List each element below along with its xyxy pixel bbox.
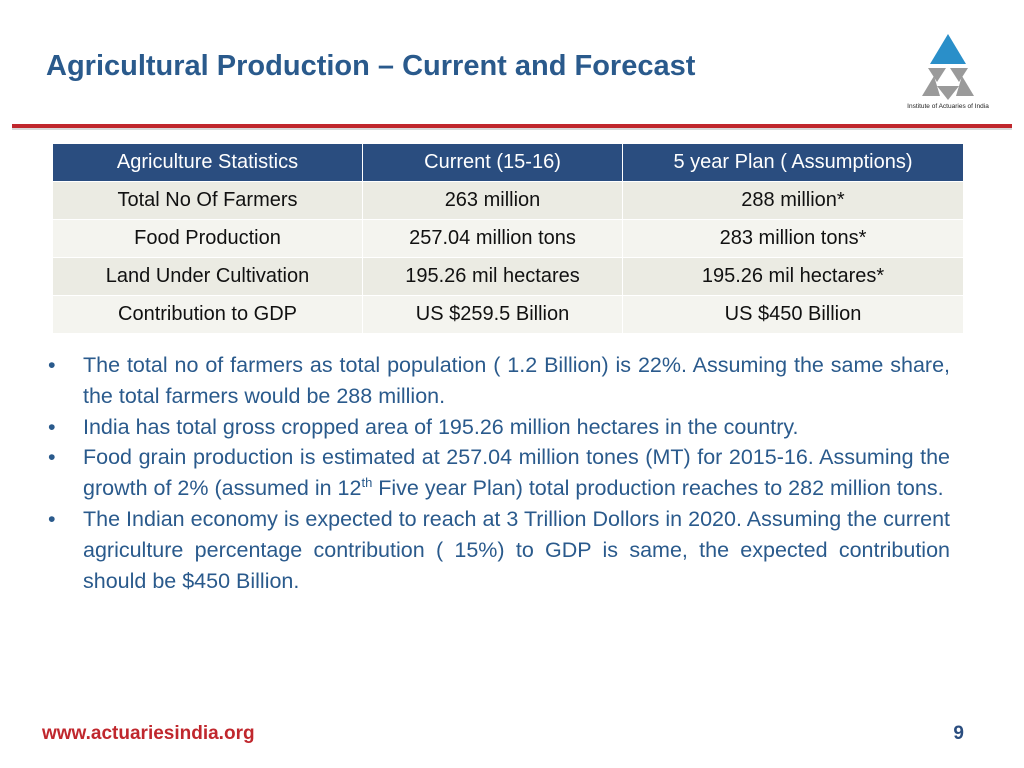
footer-website-link[interactable]: www.actuariesindia.org (42, 723, 255, 744)
row-plan: 195.26 mil hectares* (622, 257, 964, 296)
bullet-item: • Food grain production is estimated at … (46, 442, 950, 504)
row-current: 257.04 million tons (362, 219, 623, 258)
bullet-dot: • (48, 445, 56, 470)
logo-text: Institute of Actuaries of India (907, 103, 989, 110)
bullet-text: India has total gross cropped area of 19… (83, 414, 799, 439)
bullet-item: • The Indian economy is expected to reac… (46, 504, 950, 596)
bullet-item: • India has total gross cropped area of … (46, 412, 950, 443)
bullet-dot: • (48, 506, 56, 531)
row-plan: 283 million tons* (622, 219, 964, 258)
logo-triangles-icon (922, 34, 974, 100)
row-current: 263 million (362, 181, 623, 220)
bullet-text: The Indian economy is expected to reach … (83, 506, 950, 593)
bullet-list: • The total no of farmers as total popul… (46, 350, 950, 596)
row-current: US $259.5 Billion (362, 295, 623, 334)
table-row: Total No Of Farmers 263 million 288 mill… (52, 181, 964, 220)
bullet-text-before: Food grain production is estimated at 25… (83, 445, 950, 501)
row-current: 195.26 mil hectares (362, 257, 623, 296)
row-plan: 288 million* (622, 181, 964, 220)
header-statistics: Agriculture Statistics (52, 143, 363, 182)
row-plan: US $450 Billion (622, 295, 964, 334)
title-divider-shadow (12, 128, 1012, 130)
bullet-dot: • (48, 353, 56, 377)
bullet-superscript: th (361, 475, 373, 491)
page-number: 9 (953, 723, 964, 744)
title-divider (12, 124, 1012, 128)
header-current: Current (15-16) (362, 143, 623, 182)
bullet-item: • The total no of farmers as total popul… (46, 350, 950, 412)
agriculture-stats-table: Agriculture Statistics Current (15-16) 5… (52, 143, 964, 334)
bullet-dot: • (48, 414, 56, 439)
bullet-text-after: Five year Plan) total production reaches… (372, 476, 944, 501)
row-label: Contribution to GDP (52, 295, 363, 334)
row-label: Food Production (52, 219, 363, 258)
table-row: Contribution to GDP US $259.5 Billion US… (52, 295, 964, 334)
table-row: Food Production 257.04 million tons 283 … (52, 219, 964, 258)
table-header-row: Agriculture Statistics Current (15-16) 5… (52, 143, 964, 182)
row-label: Land Under Cultivation (52, 257, 363, 296)
header-plan: 5 year Plan ( Assumptions) (622, 143, 964, 182)
table-row: Land Under Cultivation 195.26 mil hectar… (52, 257, 964, 296)
bullet-text: The total no of farmers as total populat… (83, 353, 950, 408)
iai-logo: Institute of Actuaries of India (896, 30, 1000, 116)
row-label: Total No Of Farmers (52, 181, 363, 220)
slide-title: Agricultural Production – Current and Fo… (46, 50, 696, 82)
